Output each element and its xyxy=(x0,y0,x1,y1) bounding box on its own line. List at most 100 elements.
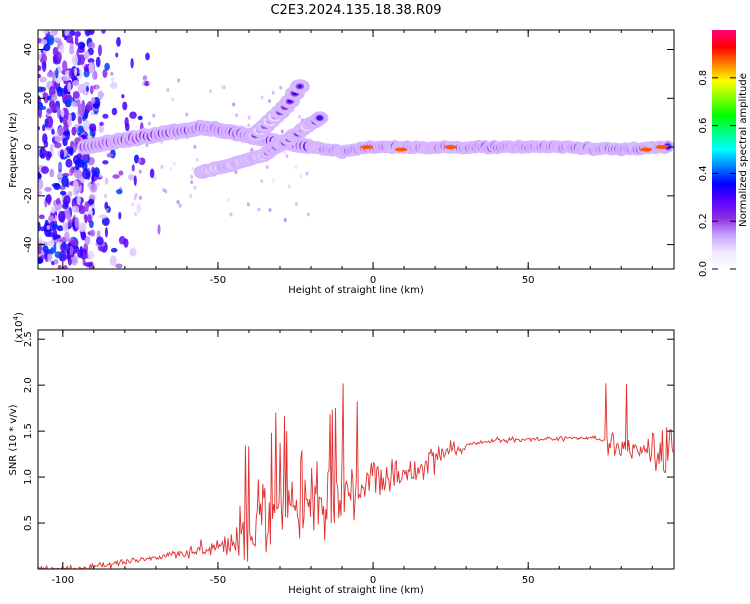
spectrogram-noise-cell xyxy=(76,153,83,161)
spectrogram-noise-cell xyxy=(62,131,70,136)
spectrogram-noise-cell xyxy=(102,160,109,165)
spectrogram-noise-cell xyxy=(104,62,110,71)
snr-x-tick-label: -100 xyxy=(51,575,74,586)
spectrogram-noise-cell xyxy=(51,93,58,101)
spectrogram-noise-cell xyxy=(91,174,95,183)
spectrogram-noise-cell xyxy=(54,251,62,259)
spectrogram-noise-cell xyxy=(42,124,46,132)
spectrogram-noise-cell xyxy=(93,167,101,178)
spectrogram-noise-cell xyxy=(234,170,238,175)
spectrogram-noise-cell xyxy=(152,113,156,118)
spectrogram-noise-cell xyxy=(53,37,62,42)
spectrogram-noise-cell xyxy=(64,208,71,220)
spectrogram-noise-cell xyxy=(105,207,109,212)
spectrogram-noise-cell xyxy=(190,174,194,179)
spectrogram-noise-cell xyxy=(127,174,135,181)
spectrogram-noise-cell xyxy=(42,133,48,144)
spectrogram-noise-cell xyxy=(247,123,251,128)
spectrogram-noise-cell xyxy=(246,202,250,207)
spectrogram-noise-cell xyxy=(39,76,48,83)
spectrogram-noise-cell xyxy=(101,30,106,34)
spectrogram-noise-cell xyxy=(176,200,180,205)
spectrogram-noise-cell xyxy=(283,217,287,222)
snr-multiplier-base: (x10 xyxy=(14,320,25,343)
spectrogram-noise-cell xyxy=(84,214,88,224)
spectrogram-noise-cell xyxy=(57,164,63,170)
spectrogram-noise-cell xyxy=(69,245,74,256)
spectrogram-noise-cell xyxy=(294,164,298,169)
spectrogram-noise-cell xyxy=(247,115,251,120)
spectrogram-noise-cell xyxy=(86,30,93,36)
spectrogram-noise-cell xyxy=(101,92,105,97)
spectrogram-noise-cell xyxy=(56,225,64,232)
spectrogram-noise-cell xyxy=(62,137,68,147)
colorbar-tick-label: 0.6 xyxy=(698,118,709,134)
spectrogram-noise-cell xyxy=(121,94,125,99)
spectrogram-noise-cell xyxy=(77,41,86,50)
spectrogram-noise-cell xyxy=(62,221,69,232)
spectrogram-noise-cell xyxy=(69,167,74,176)
spectrogram-noise-cell xyxy=(49,143,54,153)
spectrogram-noise-cell xyxy=(131,202,135,207)
spectrogram-noise-cell xyxy=(46,194,51,206)
spectrogram-noise-cell xyxy=(67,81,72,92)
snr-multiplier-exponent: 4 xyxy=(12,315,20,320)
spectrogram-noise-cell xyxy=(124,122,130,132)
spectrogram-noise-cell xyxy=(59,44,65,54)
spectrogram-noise-cell xyxy=(60,190,67,196)
snr-multiplier-close: ) xyxy=(14,312,25,316)
spectrogram-noise-cell xyxy=(109,255,117,266)
spectrogram-noise-cell xyxy=(118,211,122,220)
spectrogram-noise-cell xyxy=(166,88,170,93)
spectrogram-noise-cell xyxy=(86,214,92,223)
spectrogram-noise-cell xyxy=(72,80,80,87)
spectrogram-noise-cell xyxy=(98,125,102,130)
spectrogram-noise-cell xyxy=(38,107,43,119)
spectrogram-noise-cell xyxy=(83,66,89,72)
spectrogram-noise-cell xyxy=(77,54,86,66)
spectrogram-noise-cell xyxy=(104,177,109,185)
spectrogram-noise-cell xyxy=(77,116,83,125)
spectrogram-noise-cell xyxy=(95,56,101,68)
snr-y-axis-label: SNR (10 * v/v) xyxy=(8,404,19,475)
spectrogram-y-tick-label: 20 xyxy=(23,92,34,105)
spectrogram-noise-cell xyxy=(129,111,137,119)
spectrogram-noise-cell xyxy=(41,166,50,175)
spectrogram-noise-cell xyxy=(46,225,51,230)
spectrogram-noise-cell xyxy=(55,67,59,79)
spectrogram-noise-cell xyxy=(84,235,91,246)
colorbar-tick-label: 0.0 xyxy=(698,261,709,277)
spectrogram-noise-cell xyxy=(57,210,66,223)
spectrogram-noise-cell xyxy=(172,161,176,166)
spectrogram-noise-cell xyxy=(38,51,42,61)
spectrogram-noise-cell xyxy=(47,240,55,247)
snr-plot-area xyxy=(38,330,674,569)
spectrogram-noise-cell xyxy=(53,183,61,190)
spectrogram-noise-cell xyxy=(99,121,104,126)
spectrogram-noise-cell xyxy=(268,208,272,213)
spectrogram-noise-cell xyxy=(102,113,109,119)
colorbar-label: Normalized spectral amplitude xyxy=(738,73,749,227)
spectrogram-noise-cell xyxy=(46,95,52,101)
spectrogram-noise-cell xyxy=(143,78,147,83)
spectrogram-noise-cell xyxy=(56,86,63,97)
snr-multiplier-label: (x104) xyxy=(12,312,25,343)
spectrogram-noise-cell xyxy=(43,44,51,52)
spectrogram-y-tick-label: -20 xyxy=(23,188,34,204)
spectrogram-noise-cell xyxy=(232,102,236,107)
spectrogram-noise-cell xyxy=(193,144,197,149)
spectrogram-noise-cell xyxy=(257,207,261,212)
spectrogram-noise-cell xyxy=(177,78,181,83)
spectrogram-noise-cell xyxy=(138,195,142,200)
spectrogram-noise-cell xyxy=(38,214,45,220)
spectrogram-noise-cell xyxy=(90,96,96,104)
spectrogram-noise-cell xyxy=(62,202,69,210)
spectrogram-noise-cell xyxy=(67,258,72,266)
spectrogram-noise-cell xyxy=(129,247,137,257)
spectrogram-noise-cell xyxy=(44,219,49,227)
spectrogram-noise-cell xyxy=(46,34,55,46)
spectrogram-noise-cell xyxy=(82,119,91,132)
spectrogram-y-tick-label: 0 xyxy=(23,144,34,150)
